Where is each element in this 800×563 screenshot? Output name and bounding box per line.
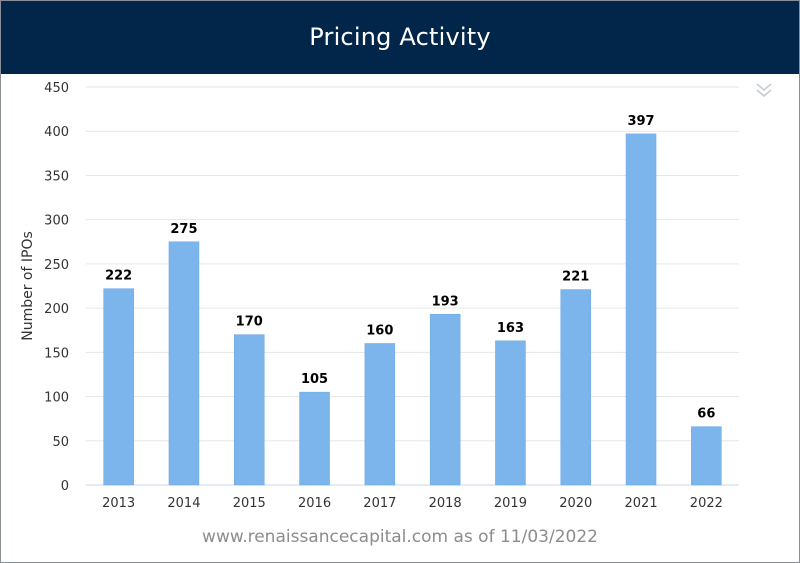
x-tick-label: 2017 — [363, 496, 396, 511]
y-tick-label: 200 — [44, 302, 69, 317]
y-tick-label: 250 — [44, 258, 69, 273]
y-tick-label: 350 — [44, 169, 69, 184]
bar-2022[interactable] — [691, 426, 722, 486]
bar-2016[interactable] — [299, 391, 330, 486]
x-tick-label: 2014 — [167, 496, 200, 511]
x-tick-label: 2013 — [102, 496, 135, 511]
bar-2013[interactable] — [103, 288, 134, 486]
y-tick-label: 150 — [44, 346, 69, 361]
bar-chart: 222 275 170 105 160 193 163 221 397 66 0 50 100 150 2… — [20, 81, 739, 511]
bar-2017[interactable] — [364, 343, 396, 486]
bar-2014[interactable] — [168, 241, 200, 486]
y-tick-label: 0 — [61, 479, 69, 494]
x-tick-label: 2021 — [625, 496, 658, 511]
data-label: 66 — [697, 407, 715, 422]
y-tick-label: 50 — [52, 435, 69, 450]
data-label: 193 — [432, 294, 459, 309]
data-label: 105 — [301, 372, 328, 387]
data-label: 170 — [236, 315, 263, 330]
data-label: 222 — [105, 269, 132, 284]
x-tick-label: 2022 — [690, 496, 723, 511]
x-tick-label: 2018 — [429, 496, 462, 511]
bar-2019[interactable] — [495, 340, 526, 486]
chart-title: Pricing Activity — [309, 23, 491, 51]
data-label: 163 — [497, 321, 524, 336]
bar-2020[interactable] — [560, 289, 591, 486]
y-axis-title: Number of IPOs — [20, 231, 36, 341]
data-label: 160 — [366, 323, 393, 338]
y-tick-label: 450 — [44, 81, 69, 96]
y-tick-label: 300 — [44, 214, 69, 229]
x-tick-label: 2019 — [494, 496, 527, 511]
x-tick-label: 2015 — [233, 496, 266, 511]
double-chevron-down-icon[interactable] — [753, 79, 775, 101]
x-tick-label: 2016 — [298, 496, 331, 511]
bar-2021[interactable] — [625, 133, 657, 486]
data-label: 275 — [170, 222, 197, 237]
source-footer: www.renaissancecapital.com as of 11/03/2… — [202, 527, 598, 547]
x-tick-label: 2020 — [559, 496, 592, 511]
bar-2018[interactable] — [429, 314, 461, 486]
bar-2015[interactable] — [234, 334, 265, 486]
title-bar: Pricing Activity — [1, 1, 799, 74]
y-tick-label: 100 — [44, 391, 69, 406]
y-tick-label: 400 — [44, 125, 69, 140]
data-label: 221 — [562, 270, 589, 285]
data-label: 397 — [627, 114, 654, 129]
